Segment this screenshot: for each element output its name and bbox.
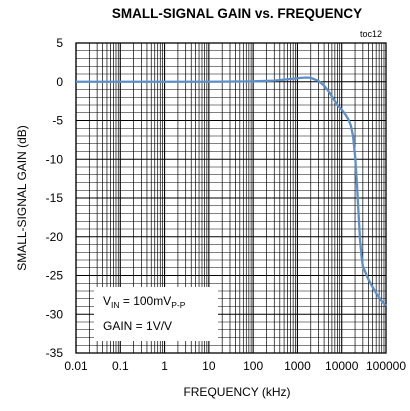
y-tick-label: -15 xyxy=(46,191,64,205)
x-axis-label: FREQUENCY (kHz) xyxy=(183,385,290,399)
y-tick-label: -20 xyxy=(46,230,64,244)
annotation-vin: VIN = 100mVP-P xyxy=(103,294,186,310)
x-tick-label: 1 xyxy=(161,359,168,373)
x-tick-label: 10 xyxy=(202,359,216,373)
x-tick-label: 1000 xyxy=(284,359,311,373)
y-tick-labels: 5 0 -5 -10 -15 -20 -25 -30 -35 xyxy=(46,36,64,360)
y-tick-label: -5 xyxy=(52,114,63,128)
y-tick-label: -30 xyxy=(46,307,64,321)
x-tick-label: 0.01 xyxy=(64,359,88,373)
x-tick-label: 0.1 xyxy=(112,359,129,373)
gain-series-line xyxy=(76,76,387,307)
y-tick-label: -35 xyxy=(46,346,64,360)
x-tick-labels: 0.01 0.1 1 10 100 1000 10000 100000 xyxy=(64,359,406,373)
y-axis-label: SMALL-SIGNAL GAIN (dB) xyxy=(15,125,29,271)
x-tick-label: 10000 xyxy=(325,359,359,373)
y-tick-label: 5 xyxy=(56,36,63,50)
y-tick-label: 0 xyxy=(56,75,63,89)
plot-frame xyxy=(75,42,387,354)
x-tick-label: 100 xyxy=(243,359,263,373)
y-tick-label: -25 xyxy=(46,269,64,283)
x-tick-label: 100000 xyxy=(366,359,406,373)
y-tick-label: -10 xyxy=(46,152,64,166)
annotation-gain: GAIN = 1V/V xyxy=(103,319,172,333)
annotation-box xyxy=(94,287,218,341)
chart-title: SMALL-SIGNAL GAIN vs. FREQUENCY xyxy=(112,6,362,21)
figure-id: toc12 xyxy=(360,29,382,39)
